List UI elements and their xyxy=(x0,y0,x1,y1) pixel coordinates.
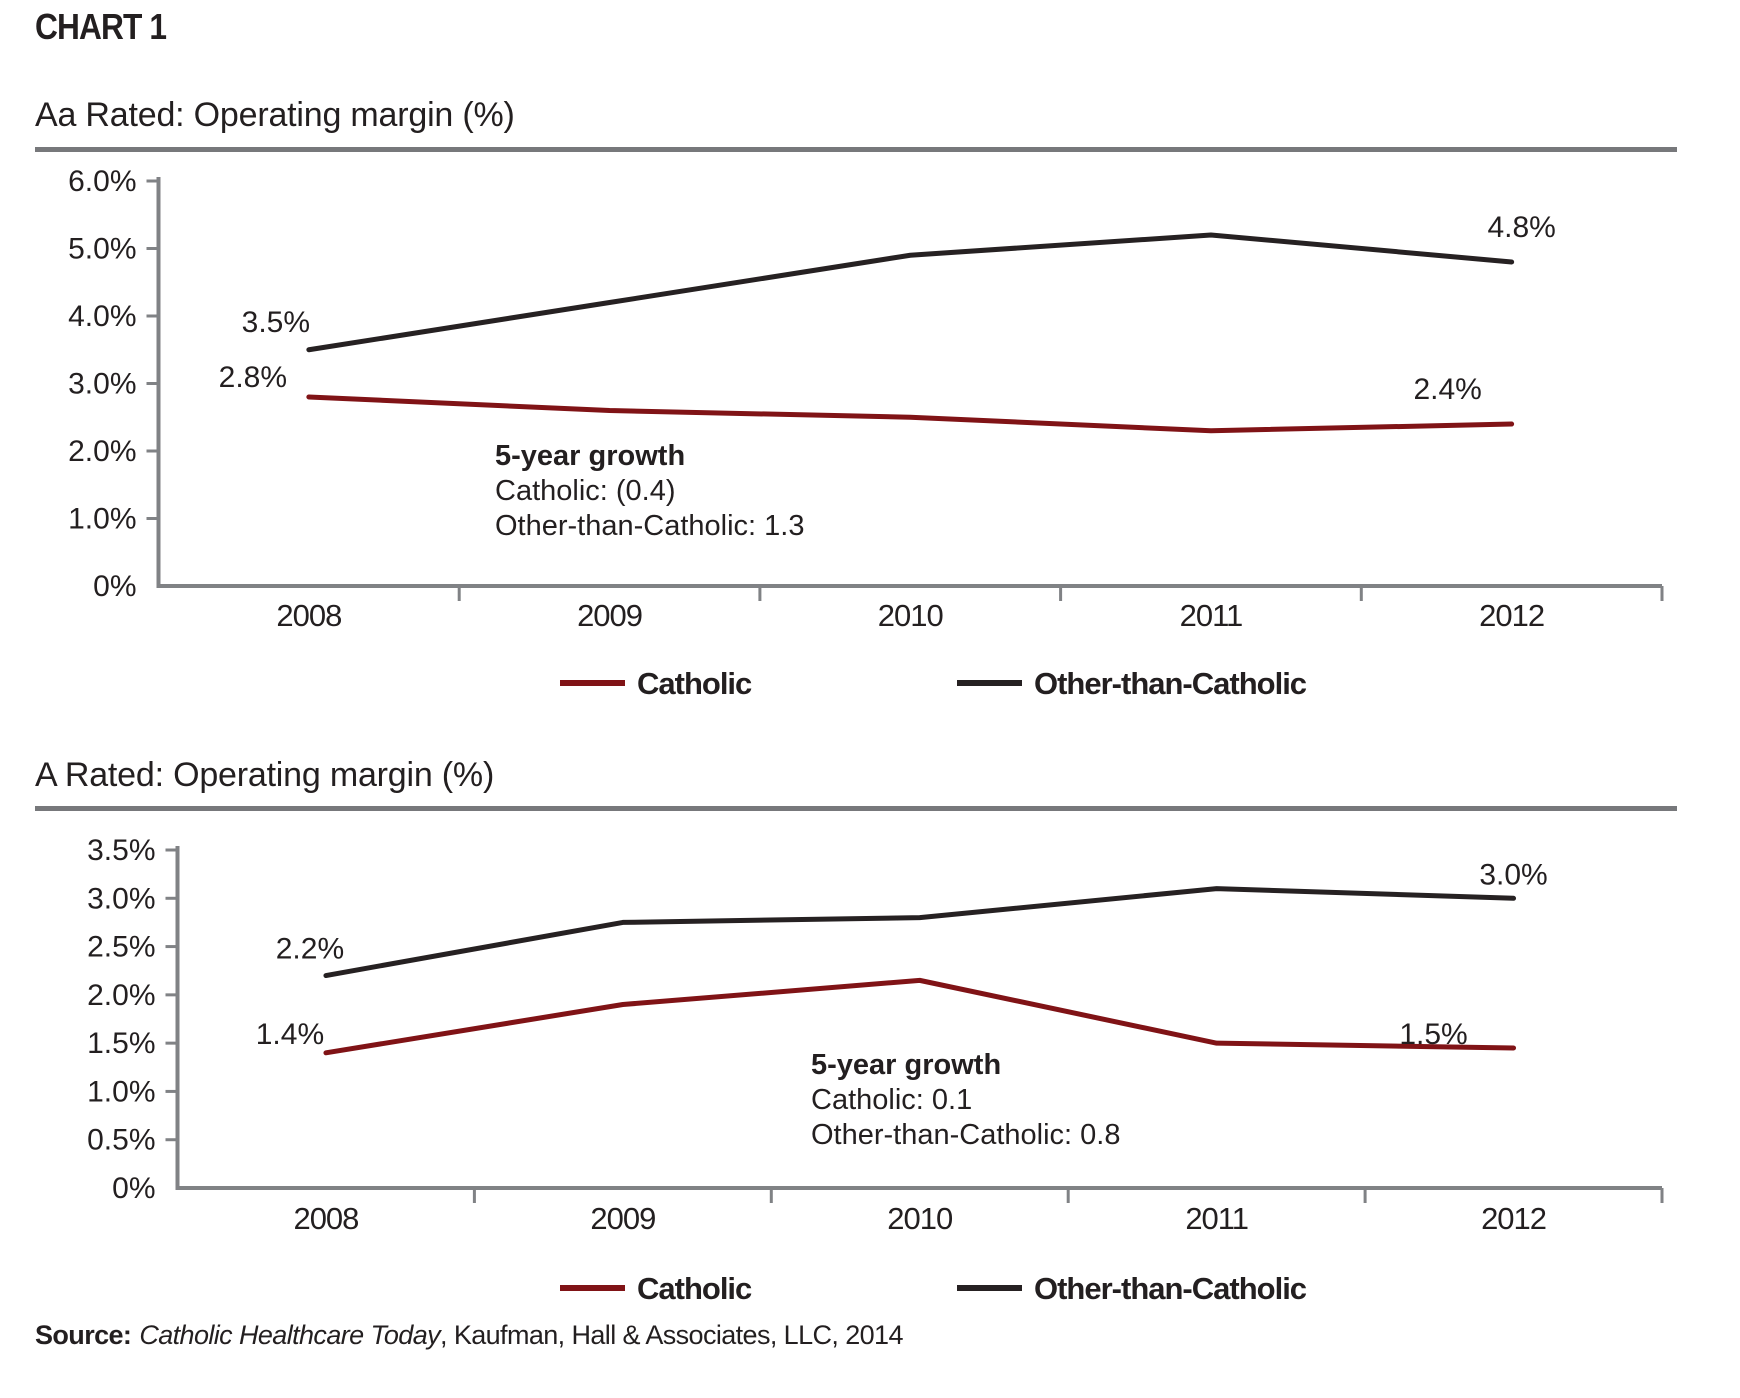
y-tick-label: 5.0% xyxy=(68,233,136,266)
source-rest: , Kaufman, Hall & Associates, LLC, 2014 xyxy=(440,1320,903,1350)
x-tick-label: 2012 xyxy=(1479,598,1544,633)
y-tick-label: 1.0% xyxy=(87,1075,155,1108)
y-tick-label: 4.0% xyxy=(68,300,136,333)
data-label: 4.8% xyxy=(1487,211,1555,244)
x-tick-label: 2012 xyxy=(1481,1201,1546,1236)
x-tick-label: 2010 xyxy=(878,598,944,633)
chart-title-aa-rated: Aa Rated: Operating margin (%) xyxy=(35,96,515,134)
y-tick-label: 2.0% xyxy=(68,435,136,468)
x-tick-label: 2008 xyxy=(293,1201,358,1236)
y-tick-label: 0.5% xyxy=(87,1124,155,1157)
y-tick-label: 2.0% xyxy=(87,979,155,1012)
data-label: 2.8% xyxy=(219,361,287,394)
data-label: 2.4% xyxy=(1413,373,1481,406)
annotation-line: Other-than-Catholic: 1.3 xyxy=(495,510,804,542)
data-label: 3.5% xyxy=(242,306,310,339)
series-line-other-than-catholic xyxy=(323,886,1517,979)
x-tick-label: 2011 xyxy=(1180,598,1243,633)
legend-label: Catholic xyxy=(637,1271,752,1306)
data-label: 2.2% xyxy=(276,933,344,966)
y-tick-label: 1.5% xyxy=(87,1027,155,1060)
x-tick-label: 2008 xyxy=(276,598,341,633)
y-tick-label: 2.5% xyxy=(87,931,155,964)
annotation-line: Other-than-Catholic: 0.8 xyxy=(811,1119,1120,1151)
y-tick-label: 3.0% xyxy=(68,368,136,401)
legend-label: Catholic xyxy=(637,666,752,701)
source-line: Source: Catholic Healthcare Today, Kaufma… xyxy=(35,1320,903,1351)
y-tick-label: 1.0% xyxy=(68,503,136,536)
legend-label: Other-than-Catholic xyxy=(1034,666,1307,701)
y-tick-label: 3.5% xyxy=(87,834,155,867)
source-label: Source: xyxy=(35,1320,132,1350)
data-label: 3.0% xyxy=(1479,858,1547,891)
title-rule-top xyxy=(35,147,1677,152)
data-label: 1.4% xyxy=(256,1018,324,1051)
aa-rated-line-chart: 6.0% 5.0% 4.0% 3.0% 2.0% 1.0% 0% 2008 2009 2010 20… xyxy=(68,165,1664,701)
x-tick-label: 2010 xyxy=(887,1201,953,1236)
series-line-catholic xyxy=(323,977,1517,1056)
x-tick-label: 2009 xyxy=(590,1201,655,1236)
series-line-catholic xyxy=(306,394,1515,434)
page-kicker: CHART 1 xyxy=(35,6,167,47)
y-tick-label: 0% xyxy=(112,1172,155,1205)
title-rule-bottom xyxy=(35,806,1677,811)
annotation-line: Catholic: 0.1 xyxy=(811,1084,972,1116)
source-publication: Catholic Healthcare Today xyxy=(139,1320,441,1350)
annotation-title: 5-year growth xyxy=(811,1049,1001,1081)
y-tick-label: 0% xyxy=(93,570,136,603)
data-label: 1.5% xyxy=(1399,1018,1467,1051)
y-tick-label: 6.0% xyxy=(68,165,136,198)
x-tick-label: 2009 xyxy=(577,598,642,633)
series-line-other-than-catholic xyxy=(306,232,1515,353)
chart-title-a-rated: A Rated: Operating margin (%) xyxy=(35,756,495,794)
y-tick-label: 3.0% xyxy=(87,882,155,915)
annotation-line: Catholic: (0.4) xyxy=(495,475,676,507)
x-tick-label: 2011 xyxy=(1185,1201,1248,1236)
a-rated-line-chart: 3.5% 3.0% 2.5% 2.0% 1.5% 1.0% 0.5% 0% 2008 2009 20… xyxy=(87,834,1664,1306)
legend-label: Other-than-Catholic xyxy=(1034,1271,1307,1306)
annotation-title: 5-year growth xyxy=(495,440,685,472)
